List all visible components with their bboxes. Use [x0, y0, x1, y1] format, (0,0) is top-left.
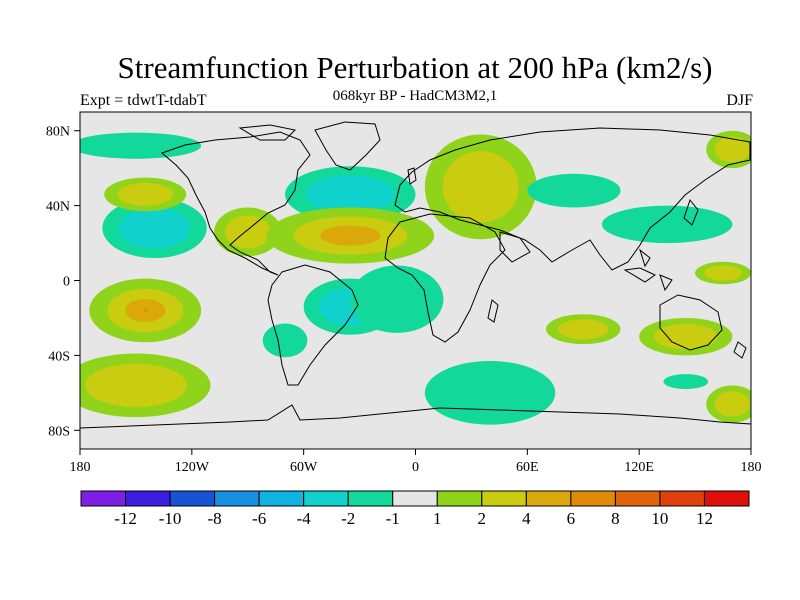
- coastline-antarctica: [80, 404, 751, 429]
- anomaly-region: [527, 173, 621, 208]
- colorbar-swatch: [214, 490, 260, 507]
- chart-subtitle: 068kyr BP - HadCM3M2,1: [332, 88, 498, 104]
- colorbar-swatch: [703, 490, 750, 507]
- y-tick-label: 40N: [46, 200, 70, 215]
- coastline-arabia: [499, 231, 531, 263]
- anomaly-region: [557, 318, 609, 340]
- coastline-greenland: [314, 121, 381, 171]
- anomaly-region: [119, 207, 191, 249]
- anomaly-region: [320, 225, 381, 246]
- colorbar-swatch: [436, 490, 483, 507]
- x-tick-label: 60E: [516, 460, 539, 475]
- colorbar-swatch: [570, 490, 616, 507]
- colorbar-label: -1: [386, 509, 400, 528]
- colorbar-label: 12: [696, 509, 713, 528]
- x-tick-label: 180: [70, 460, 91, 475]
- y-tick-label: 0: [63, 275, 70, 290]
- coastline-madagascar: [487, 299, 499, 323]
- anomaly-layer: [80, 130, 751, 425]
- coastline-arctic-islands: [238, 124, 297, 141]
- colorbar-swatch: [80, 490, 127, 507]
- anomaly-region: [224, 215, 271, 249]
- anomaly-region: [424, 361, 556, 425]
- colorbar-swatch: [303, 490, 349, 507]
- colorbar-label: 1: [433, 509, 442, 528]
- coastline-australia: [659, 294, 723, 351]
- colorbar-label: 10: [651, 509, 668, 528]
- colorbar-label: 6: [567, 509, 576, 528]
- coastline-indonesia: [623, 248, 673, 292]
- coastline-south-america: [267, 264, 359, 386]
- coastline-new-zealand: [733, 341, 747, 359]
- coastline-north-america: [161, 131, 311, 276]
- anomaly-region: [714, 136, 751, 163]
- colorbar-swatch: [659, 490, 705, 507]
- anomaly-region: [305, 175, 395, 214]
- colorbar-label: -10: [159, 509, 182, 528]
- coastline-british-isles: [407, 167, 417, 185]
- colorbar-swatch: [481, 490, 527, 507]
- coastline-eurasia: [394, 127, 751, 271]
- season-label: DJF: [726, 92, 753, 109]
- anomaly-region: [117, 182, 174, 206]
- anomaly-region: [663, 374, 709, 390]
- colorbar-label: 4: [522, 509, 531, 528]
- colorbar-label: 2: [478, 509, 487, 528]
- colorbar-swatch: [125, 490, 171, 507]
- colorbar-swatch: [258, 490, 305, 507]
- y-tick-label: 40S: [48, 349, 70, 364]
- anomaly-region: [442, 151, 519, 223]
- colorbar-swatch: [169, 490, 216, 507]
- x-tick-label: 60W: [290, 460, 318, 475]
- anomaly-region: [85, 363, 187, 407]
- anomaly-region: [654, 323, 718, 350]
- colorbar-swatch: [392, 490, 438, 507]
- colorbar-label: -4: [297, 509, 312, 528]
- colorbar-label: 8: [611, 509, 620, 528]
- x-tick-label: 180: [741, 460, 762, 475]
- x-tick-label: 0: [412, 460, 419, 475]
- colorbar-label: -6: [252, 509, 266, 528]
- colorbar-label: -8: [208, 509, 222, 528]
- coastline-japan: [683, 198, 699, 226]
- colorbar-swatch: [614, 490, 661, 507]
- anomaly-region: [142, 309, 148, 312]
- coastline-layer: [80, 121, 751, 429]
- x-tick-label: 120E: [624, 460, 654, 475]
- axis-layer: 180 120W 60W 0 60E 120E 180 80N 40N 0 40S 80S: [46, 125, 762, 475]
- y-tick-label: 80N: [46, 125, 70, 140]
- colorbar-label: -12: [114, 509, 137, 528]
- chart-title: Streamfunction Perturbation at 200 hPa (…: [117, 50, 713, 85]
- colorbar-swatch: [525, 490, 572, 507]
- anomaly-region: [714, 391, 751, 417]
- colorbar-label: -2: [341, 509, 355, 528]
- y-tick-label: 80S: [48, 424, 70, 439]
- colorbar: -12 -10 -8 -6 -4 -2 -1 1 2 4 6 8 10 12: [80, 490, 750, 528]
- anomaly-region: [350, 265, 444, 333]
- anomaly-region: [704, 265, 743, 281]
- anomaly-region: [262, 323, 308, 358]
- anomaly-region: [601, 205, 733, 244]
- x-tick-label: 120W: [175, 460, 210, 475]
- experiment-label: Expt = tdwtT-tdabT: [80, 92, 207, 109]
- anomaly-region: [80, 132, 202, 159]
- coastline-africa: [384, 213, 506, 343]
- colorbar-swatch: [347, 490, 394, 507]
